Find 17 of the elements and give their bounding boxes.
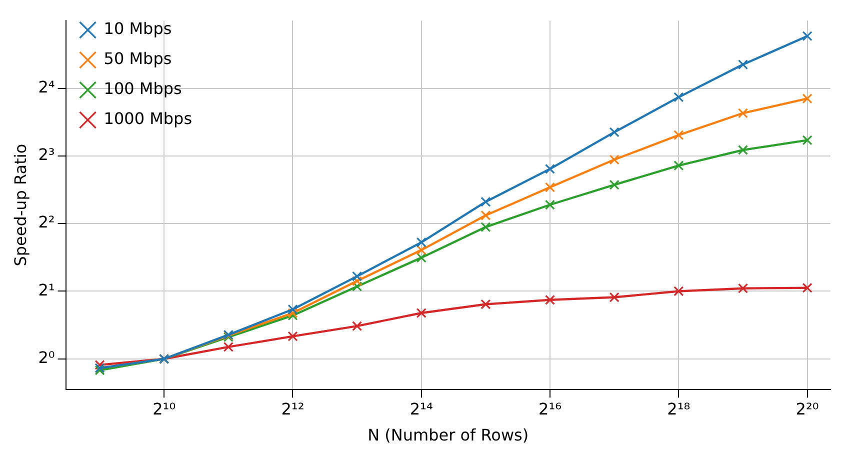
legend-label: 50 Mbps bbox=[104, 49, 172, 68]
y-tick-label: 2³ bbox=[38, 145, 55, 164]
x-tick-label: 2¹⁶ bbox=[538, 399, 562, 418]
x-tick-label: 2¹⁰ bbox=[152, 399, 176, 418]
x-axis-title: N (Number of Rows) bbox=[368, 426, 529, 445]
y-tick-label: 2² bbox=[38, 212, 55, 232]
y-axis-title: Speed-up Ratio bbox=[10, 144, 30, 266]
legend-label: 10 Mbps bbox=[104, 19, 172, 38]
legend-label: 100 Mbps bbox=[104, 79, 182, 98]
y-tick-label: 2⁴ bbox=[38, 77, 55, 96]
y-tick-label: 2⁰ bbox=[38, 348, 55, 368]
x-tick-label: 2¹⁴ bbox=[410, 399, 433, 418]
x-tick-label: 2¹⁸ bbox=[667, 399, 690, 418]
x-tick-label: 2¹² bbox=[281, 399, 304, 418]
x-tick-label: 2²⁰ bbox=[796, 399, 819, 418]
y-tick-label: 2¹ bbox=[38, 280, 55, 300]
legend-label: 1000 Mbps bbox=[104, 109, 192, 128]
